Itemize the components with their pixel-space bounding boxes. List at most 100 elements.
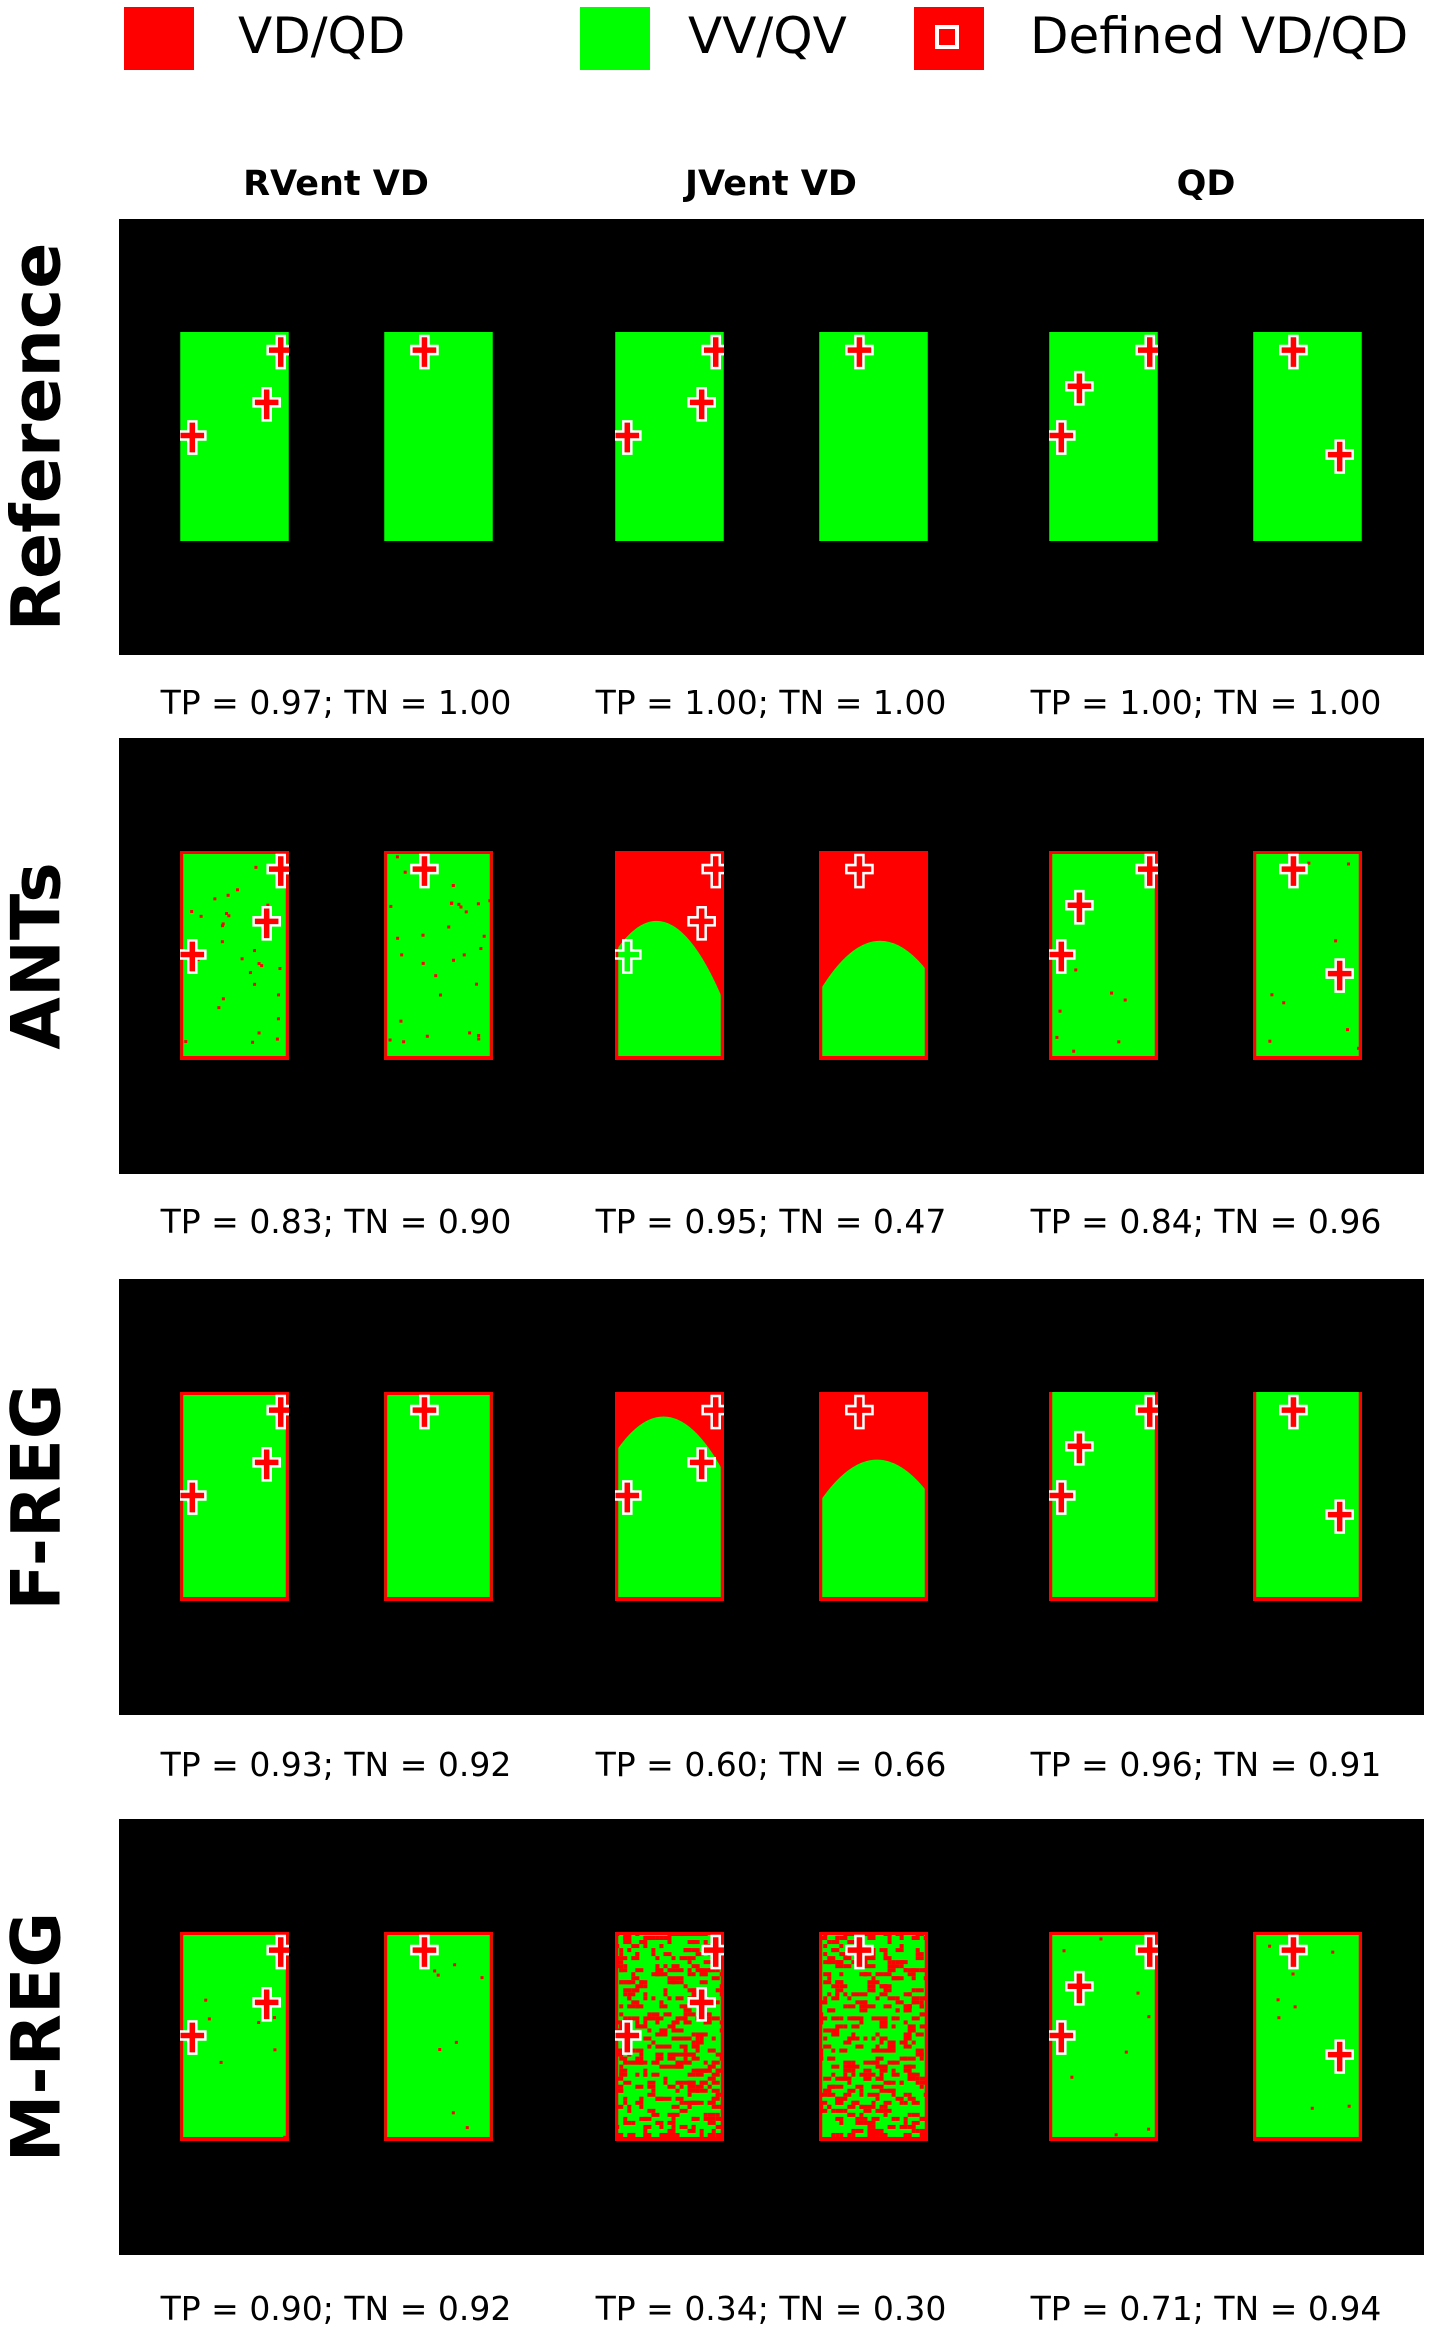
defect-noise [719, 2056, 724, 2061]
ventilation-map [819, 851, 928, 1060]
defect-noise [663, 1992, 668, 1997]
defect-noise [207, 2017, 211, 2021]
defect-noise [835, 2132, 840, 2137]
ventilation-map [615, 1932, 724, 2141]
defect-edge [615, 2136, 724, 2141]
defect-noise [899, 2056, 908, 2061]
defined-defect-region [1325, 2039, 1354, 2074]
defect-noise [675, 2028, 684, 2033]
defect-noise [855, 2128, 864, 2133]
defect-noise [875, 2096, 880, 2101]
defect-noise [895, 2116, 900, 2121]
defect-noise [859, 2136, 868, 2141]
defect-noise [619, 2012, 624, 2017]
defect-region [819, 1392, 928, 1503]
defect-noise [219, 2060, 223, 2064]
defect-noise [883, 2100, 892, 2105]
defect-noise [433, 1969, 437, 1973]
defect-noise [651, 1948, 656, 1953]
defect-noise [619, 1956, 628, 1961]
defect-noise [257, 962, 261, 966]
defect-noise [683, 1932, 692, 1937]
defect-noise [887, 1968, 896, 1973]
defect-noise [647, 2028, 652, 2033]
defect-noise [703, 1960, 712, 1965]
defect-noise [875, 2032, 880, 2037]
defect-edge [1049, 1055, 1158, 1060]
defect-noise [851, 2136, 856, 2141]
defect-noise [875, 2064, 880, 2069]
defect-noise [635, 2100, 644, 2105]
defect-noise [623, 2100, 628, 2105]
defined-defect-region [252, 387, 281, 422]
defect-noise [819, 2108, 828, 2113]
defect-noise [819, 1936, 828, 1941]
ventilation-map [615, 1392, 724, 1601]
defect-noise [1293, 2005, 1297, 2009]
score-f-reg-rvent: TP = 0.93; TN = 0.92 [160, 1745, 512, 1784]
defect-noise [827, 2092, 836, 2097]
defect-noise [863, 2120, 868, 2125]
defect-noise [691, 1972, 696, 1977]
defined-defect-region [701, 853, 724, 889]
defect-noise [615, 2124, 620, 2129]
defined-defect-region [1279, 853, 1308, 889]
defect-noise [843, 2076, 852, 2081]
defect-noise [683, 1984, 688, 1989]
defect-noise [831, 2108, 836, 2113]
defect-noise [891, 2060, 900, 2065]
score-reference-rvent: TP = 0.97; TN = 1.00 [160, 683, 512, 722]
defect-noise [875, 1972, 884, 1977]
score-ants-rvent: TP = 0.83; TN = 0.90 [160, 1202, 512, 1241]
defect-noise [851, 2068, 856, 2073]
defect-noise [675, 2088, 680, 2093]
defect-noise [217, 1006, 221, 1010]
defect-noise [615, 2048, 624, 2053]
defect-noise [667, 2012, 672, 2017]
defect-noise [911, 2072, 916, 2077]
defect-noise [843, 2092, 848, 2097]
defect-noise [651, 2108, 656, 2113]
defect-noise [711, 2088, 720, 2093]
defect-noise [923, 1968, 928, 1973]
defect-noise [488, 899, 492, 903]
defect-noise [679, 2052, 688, 2057]
defect-noise [615, 1944, 620, 1949]
defect-noise [847, 2104, 856, 2109]
defect-noise [919, 2000, 924, 2005]
defect-noise [899, 1944, 904, 1949]
defect-noise [643, 2020, 648, 2025]
defect-noise [899, 2136, 908, 2141]
defect-noise [683, 2012, 688, 2017]
defined-defect-region [1135, 1934, 1158, 1970]
defect-noise [667, 2052, 676, 2057]
defect-edge [615, 1596, 724, 1601]
defect-noise [395, 855, 399, 859]
defect-noise [891, 2092, 896, 2097]
defect-noise [699, 2080, 708, 2085]
defect-edge [615, 1055, 724, 1060]
defect-noise [663, 2136, 668, 2141]
defined-defect-region [252, 1447, 281, 1482]
defect-noise [899, 2124, 908, 2129]
defect-noise [903, 2068, 912, 2073]
defect-noise [647, 1936, 652, 1941]
defect-noise [631, 2120, 636, 2125]
defect-edge [1253, 1055, 1362, 1060]
defect-noise [627, 1948, 632, 1953]
defect-noise [671, 2124, 676, 2129]
score-f-reg-qd: TP = 0.96; TN = 0.91 [1030, 1745, 1382, 1784]
defect-noise [823, 1932, 828, 1937]
defect-noise [819, 2016, 828, 2021]
defect-noise [627, 2104, 632, 2109]
defect-noise [695, 2032, 704, 2037]
defect-noise [396, 936, 400, 940]
defect-noise [707, 2076, 716, 2081]
defined-defect-region [180, 2020, 207, 2055]
defect-noise [277, 993, 281, 997]
defect-noise [1277, 2016, 1281, 2020]
defect-noise [667, 2112, 676, 2117]
defect-noise [691, 1932, 696, 1937]
defect-noise [911, 2100, 920, 2105]
defect-edge [285, 851, 289, 1060]
